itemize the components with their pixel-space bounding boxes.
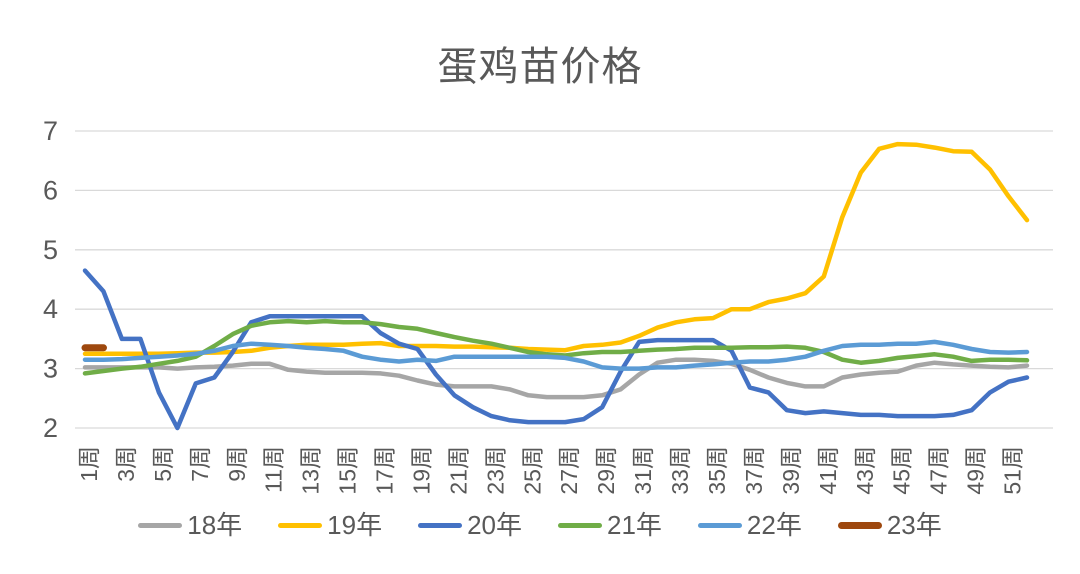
legend-label-18: 18年 — [187, 510, 243, 540]
legend-swatch-22 — [697, 522, 742, 528]
x-tick-label-25: 25周 — [519, 446, 545, 495]
legend-label-22: 22年 — [746, 510, 802, 540]
legend-label-19: 19年 — [327, 510, 383, 540]
legend-item-18: 18年 — [138, 512, 242, 538]
x-tick-label-9: 9周 — [224, 446, 250, 482]
x-tick-label-23: 23周 — [482, 446, 508, 495]
y-tick-label-3: 3 — [43, 354, 58, 384]
legend-label-23: 23年 — [886, 510, 942, 540]
x-tick-label-7: 7周 — [187, 446, 213, 482]
y-tick-label-7: 7 — [43, 116, 58, 146]
legend-swatch-18 — [138, 522, 183, 528]
legend-item-19: 19年 — [278, 512, 382, 538]
legend-item-22: 22年 — [697, 510, 802, 540]
legend-swatch-20 — [418, 522, 463, 528]
legend-swatch-23 — [837, 521, 882, 529]
x-tick-label-31: 31周 — [630, 446, 656, 495]
legend-item-21: 21年 — [558, 512, 662, 538]
x-tick-label-51: 51周 — [1000, 446, 1026, 495]
x-tick-label-11: 11周 — [261, 446, 287, 493]
x-tick-label-33: 33周 — [667, 446, 693, 495]
x-tick-label-13: 13周 — [298, 446, 324, 495]
legend: 18年 19年 20年 21年 22年 23年 — [0, 512, 1080, 538]
x-tick-label-39: 39周 — [778, 446, 804, 495]
chart-title: 蛋鸡苗价格 — [437, 44, 643, 90]
x-tick-label-5: 5周 — [150, 446, 176, 482]
y-tick-label-6: 6 — [43, 175, 58, 205]
x-tick-label-35: 35周 — [704, 446, 730, 495]
series-line-18 — [82, 357, 1030, 400]
x-tick-label-3: 3周 — [113, 446, 139, 482]
x-tick-label-29: 29周 — [593, 446, 619, 495]
x-tick-label-19: 19周 — [408, 446, 434, 495]
x-tick-label-47: 47周 — [926, 446, 952, 495]
y-tick-label-5: 5 — [43, 235, 58, 265]
x-tick-label-27: 27周 — [556, 446, 582, 495]
x-tick-label-41: 41周 — [815, 446, 841, 495]
series-line-22 — [82, 339, 1030, 371]
legend-label-20: 20年 — [467, 510, 522, 540]
x-tick-label-49: 49周 — [963, 446, 989, 495]
legend-item-20: 20年 — [418, 512, 522, 538]
legend-label-21: 21年 — [607, 510, 662, 540]
series-line-20 — [82, 268, 1030, 431]
series-line-21 — [82, 318, 1030, 376]
y-tick-label-2: 2 — [43, 413, 58, 443]
y-tick-label-4: 4 — [43, 294, 58, 324]
legend-swatch-21 — [558, 522, 602, 528]
legend-item-23: 23年 — [837, 510, 942, 540]
x-tick-label-15: 15周 — [335, 446, 361, 495]
x-tick-label-45: 45周 — [889, 446, 915, 495]
x-tick-label-1: 1周 — [76, 446, 102, 482]
series-line-19 — [82, 141, 1030, 357]
legend-swatch-19 — [278, 522, 323, 528]
x-tick-label-37: 37周 — [741, 446, 767, 495]
x-tick-label-17: 17周 — [372, 446, 398, 495]
x-tick-label-21: 21周 — [445, 446, 471, 495]
x-tick-label-43: 43周 — [852, 446, 878, 495]
